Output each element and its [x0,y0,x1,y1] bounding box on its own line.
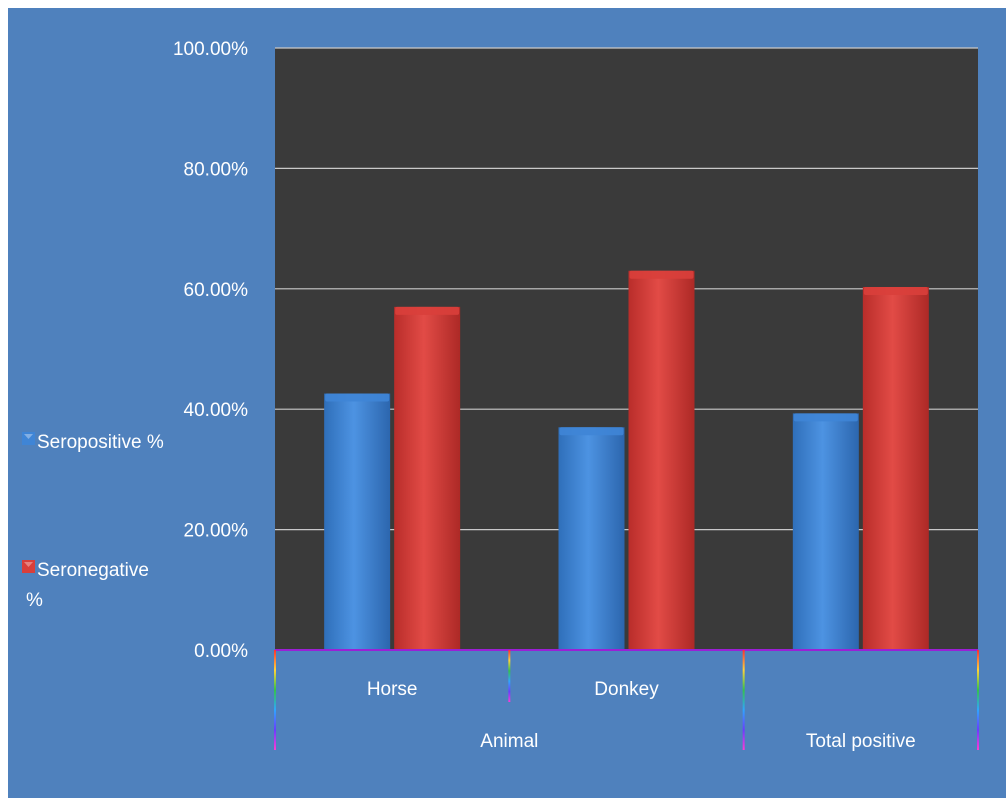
y-tick-label: 100.00% [173,39,248,60]
x-category-label: Donkey [594,679,659,700]
y-tick-label: 80.00% [184,159,249,180]
x-axis-divider [274,650,276,750]
bar-seronegative [628,270,695,650]
x-axis-divider [742,650,745,750]
x-group-label: Animal [480,731,538,752]
y-axis-tick-labels: 0.00% 20.00% 40.00% 60.00% 80.00% 100.00% [173,39,248,662]
x-axis-divider [508,650,511,702]
bar-body [558,427,625,650]
bar-body [324,393,391,650]
x-group-label: Total positive [806,731,916,752]
bar-body [792,413,859,650]
legend-swatch-shine [24,434,33,439]
legend-label: Seronegative [37,560,149,581]
legend-swatch [22,560,35,573]
bar-seropositive [558,427,625,650]
bar-seronegative [862,286,929,650]
bar-seropositive [792,413,859,650]
legend-label: Seropositive % [37,432,164,453]
y-tick-label: 40.00% [184,400,249,421]
gridlines [275,47,978,531]
bar-top-cap [559,427,624,436]
x-axis-divider [977,650,979,750]
legend-swatch [22,432,35,445]
legend-label: % [26,590,43,611]
bar-body [862,286,929,650]
plot-area [275,48,978,650]
bars [324,270,929,650]
bar-top-cap [629,270,694,279]
legend-item: Seronegative% [22,560,149,611]
x-category-label: Horse [367,679,418,700]
bar-top-cap [793,413,858,422]
bar-top-cap [863,286,928,295]
bar-body [628,270,695,650]
legend-item: Seropositive % [22,432,164,453]
bar-body [394,306,461,650]
y-tick-label: 0.00% [194,641,248,662]
y-tick-label: 60.00% [184,280,249,301]
bar-top-cap [325,393,390,402]
y-tick-label: 20.00% [184,521,249,542]
legend: Seropositive % Seronegative% [22,432,164,611]
x-axis: Horse Donkey Animal Total positive [274,649,979,752]
bar-seronegative [394,306,461,650]
bar-seropositive [324,393,391,650]
bar-top-cap [395,306,460,315]
legend-swatch-shine [24,562,33,567]
